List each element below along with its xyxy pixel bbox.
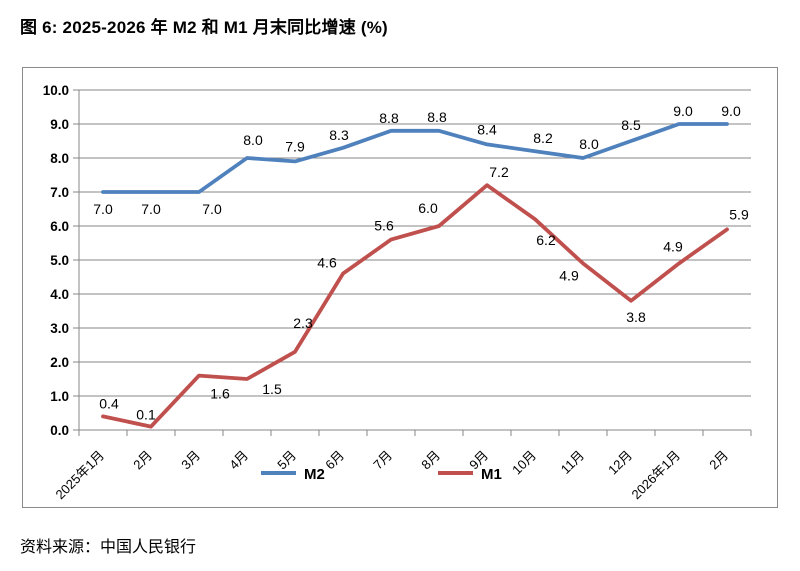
m2-data-label: 8.0 <box>579 136 599 152</box>
m2-data-label: 7.0 <box>202 201 222 217</box>
y-axis-label: 8.0 <box>50 151 69 166</box>
m2-data-label: 9.0 <box>673 103 693 119</box>
x-axis-label: 2025年1月 <box>53 448 108 503</box>
y-axis-label: 3.0 <box>50 321 69 336</box>
y-axis-label: 5.0 <box>50 253 69 268</box>
m1-data-label: 4.9 <box>559 267 579 283</box>
m1-data-label: 6.0 <box>418 200 438 216</box>
y-axis-label: 1.0 <box>50 389 69 404</box>
m1-data-label: 3.8 <box>626 309 646 325</box>
x-axis-label: 12月 <box>605 448 635 478</box>
m2-data-label: 8.3 <box>329 127 349 143</box>
m1-data-label: 0.1 <box>136 407 156 423</box>
m2-data-label: 8.8 <box>427 109 447 125</box>
m2-data-label: 8.8 <box>379 110 399 126</box>
m2-data-label: 8.2 <box>533 130 553 146</box>
m2-data-label: 8.5 <box>621 117 641 133</box>
x-axis-label: 7月 <box>370 448 395 473</box>
m1-data-label: 0.4 <box>99 395 119 411</box>
x-axis-label: 2月 <box>706 448 731 473</box>
y-axis-label: 6.0 <box>50 219 69 234</box>
line-chart-canvas: 0.0 1.0 2.0 3.0 4.0 5.0 6.0 7.0 8.0 9.0 10.0 2025年1… <box>43 83 752 503</box>
m1-data-label: 7.2 <box>489 164 509 180</box>
y-axis-label: 0.0 <box>50 423 69 438</box>
x-axis-label: 11月 <box>558 448 587 477</box>
x-axis-label: 2月 <box>130 448 155 473</box>
legend-label-m1: M1 <box>481 466 502 483</box>
x-axis-label: 5月 <box>274 448 299 473</box>
m2-data-label: 8.0 <box>243 132 263 148</box>
m1-data-label: 1.6 <box>210 386 230 402</box>
m2-data-label: 7.0 <box>93 201 113 217</box>
y-axis-label: 2.0 <box>50 355 69 370</box>
x-axis-label: 4月 <box>226 448 251 473</box>
m1-data-label: 5.6 <box>374 218 394 234</box>
x-axis-label: 3月 <box>178 448 203 473</box>
x-axis-label: 2026年1月 <box>629 448 684 503</box>
m1-data-label: 4.9 <box>663 238 683 254</box>
m2-data-label: 7.0 <box>141 201 161 217</box>
m2-data-label: 7.9 <box>285 138 305 154</box>
x-axis-label: 10月 <box>509 448 539 478</box>
chart-area: 0.0 1.0 2.0 3.0 4.0 5.0 6.0 7.0 8.0 9.0 10.0 2025年1… <box>22 67 778 508</box>
m1-data-label: 4.6 <box>317 255 337 271</box>
legend-label-m2: M2 <box>304 466 325 483</box>
x-axis-label: 8月 <box>418 448 443 473</box>
m1-line <box>101 183 729 429</box>
m1-data-label: 6.2 <box>536 232 556 248</box>
m2-line <box>101 122 729 194</box>
x-axis-label: 6月 <box>322 448 347 473</box>
source-note: 资料来源：中国人民银行 <box>20 539 197 556</box>
y-axis-label: 7.0 <box>50 185 69 200</box>
m2-data-label: 9.0 <box>721 103 741 119</box>
figure-title: 图 6: 2025-2026 年 M2 和 M1 月末同比增速 (%) <box>20 18 388 37</box>
m1-data-label: 5.9 <box>729 206 749 222</box>
y-axis-label: 4.0 <box>50 287 69 302</box>
y-axis-label: 10.0 <box>43 83 69 98</box>
y-axis-label: 9.0 <box>50 117 69 132</box>
m2-data-label: 8.4 <box>477 121 497 137</box>
m1-data-label: 2.3 <box>293 315 313 331</box>
m1-data-label: 1.5 <box>262 381 282 397</box>
